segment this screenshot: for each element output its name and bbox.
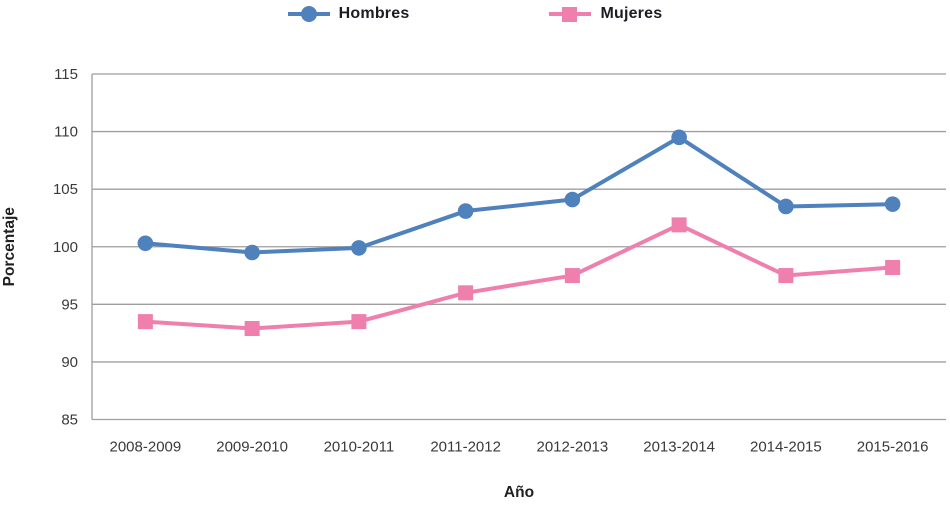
y-tick-label: 105 [53,181,78,198]
x-tick-label: 2009-2010 [216,439,288,456]
data-point-hombres [457,203,474,219]
data-point-hombres [778,198,794,215]
y-tick-label: 100 [53,239,78,256]
x-tick-label: 2011-2012 [430,439,501,456]
y-tick-label: 85 [61,412,78,429]
data-point-mujeres [244,321,260,337]
data-point-hombres [564,191,581,208]
hombres-legend-marker [300,6,317,22]
mujeres-legend-marker [562,7,578,22]
data-point-hombres [137,235,154,252]
data-point-hombres [351,240,367,256]
x-tick-label: 2012-2013 [537,439,609,456]
x-tick-label: 2010-2011 [324,439,395,456]
chart-legend: Hombres Mujeres [0,1,950,27]
data-point-mujeres [564,268,580,284]
x-axis-title: Año [504,484,534,501]
x-tick-label: 2014-2015 [750,439,822,456]
legend-label-hombres: Hombres [338,5,410,22]
series-line-hombres [143,135,895,255]
legend-item-hombres: Hombres [287,5,410,23]
data-point-hombres [244,244,260,261]
data-point-mujeres [671,217,687,233]
x-tick-label: 2015-2016 [857,439,929,456]
y-tick-label: 95 [61,296,78,313]
y-tick-label: 115 [54,66,78,83]
data-point-mujeres [351,314,367,330]
legend-label-mujeres: Mujeres [600,5,663,22]
data-point-hombres [671,129,687,146]
legend-item-mujeres: Mujeres [549,5,662,23]
data-point-mujeres [458,285,474,301]
mujeres-line-square-marker-icon [549,5,592,23]
y-tick-label: 90 [61,354,78,371]
y-axis-title: Porcentaje [1,207,18,287]
data-point-hombres [884,196,901,212]
y-tick-label: 110 [54,124,78,141]
x-tick-label: 2013-2014 [643,439,715,456]
x-tick-label: 2008-2009 [110,439,182,456]
data-point-mujeres [885,259,901,275]
hombres-line-circle-marker-icon [287,5,330,23]
series-line-mujeres [143,222,895,331]
data-point-mujeres [137,314,153,330]
data-point-mujeres [778,268,794,284]
